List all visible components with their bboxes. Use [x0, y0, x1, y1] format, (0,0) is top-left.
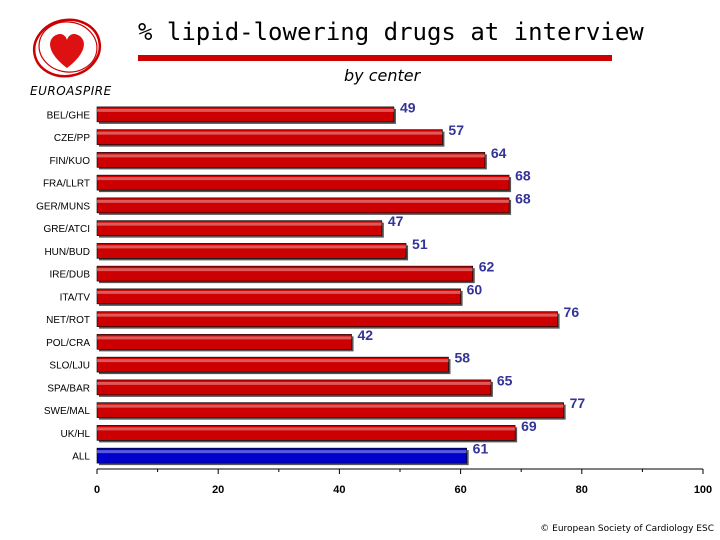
category-label: GER/MUNS — [36, 201, 90, 212]
x-tick-label: 40 — [333, 484, 345, 496]
category-label: ITA/TV — [60, 292, 91, 303]
category-label: FIN/KUO — [49, 156, 90, 167]
bar — [96, 197, 510, 214]
chart-subtitle: by center — [344, 66, 421, 85]
category-label: POL/CRA — [46, 338, 90, 349]
data-label: 57 — [448, 122, 464, 138]
x-tick-label: 60 — [454, 484, 466, 496]
data-label: 51 — [412, 236, 428, 252]
data-label: 58 — [454, 350, 470, 366]
bar-sheen — [97, 450, 467, 454]
data-label: 47 — [388, 213, 404, 229]
data-label: 65 — [497, 372, 513, 388]
bar-sheen — [97, 154, 485, 158]
bar — [96, 265, 474, 282]
bar-sheen — [97, 336, 352, 340]
bar — [96, 106, 395, 123]
bar-sheen — [97, 222, 382, 226]
data-label: 49 — [400, 99, 416, 115]
title-rule — [138, 55, 612, 61]
bar — [96, 220, 383, 236]
bar — [96, 402, 564, 418]
bar — [96, 379, 492, 396]
data-label: 64 — [491, 145, 507, 161]
chart-title: % lipid-lowering drugs at interview — [138, 18, 644, 46]
data-label: 61 — [473, 441, 489, 457]
bar-sheen — [97, 199, 510, 203]
bar-sheen — [97, 313, 558, 317]
x-tick-label: 0 — [94, 484, 100, 496]
bar-sheen — [97, 245, 407, 249]
category-label: BEL/GHE — [47, 110, 91, 121]
bar-sheen — [97, 290, 461, 294]
bar — [96, 174, 510, 191]
category-label: FRA/LLRT — [43, 179, 90, 190]
category-label: HUN/BUD — [44, 247, 90, 258]
data-label: 68 — [515, 190, 531, 206]
bar-sheen — [97, 404, 564, 408]
category-label: GRE/ATCI — [44, 224, 90, 235]
data-label: 77 — [570, 395, 586, 411]
category-label: SLO/LJU — [49, 361, 90, 372]
bar-sheen — [97, 108, 394, 112]
bar-sheen — [97, 177, 510, 181]
bar — [96, 243, 407, 259]
x-tick-label: 100 — [694, 484, 712, 496]
data-label: 69 — [521, 418, 537, 434]
bar-sheen — [97, 131, 443, 135]
data-label: 68 — [515, 168, 531, 184]
data-label: 60 — [467, 281, 483, 297]
bar — [96, 288, 461, 305]
x-tick-label: 20 — [212, 484, 224, 496]
category-label: IRE/DUB — [49, 270, 90, 281]
bar — [96, 152, 486, 168]
data-label: 62 — [479, 259, 495, 275]
bar-sheen — [97, 268, 473, 272]
heart-icon — [32, 18, 102, 78]
bar — [96, 356, 449, 373]
bar — [96, 425, 516, 441]
category-label: NET/ROT — [46, 315, 90, 326]
brand-name: EUROASPIRE — [30, 84, 112, 98]
bar-sheen — [97, 381, 491, 385]
category-label: SWE/MAL — [44, 406, 91, 417]
category-label: SPA/BAR — [47, 383, 90, 394]
bar-sheen — [97, 427, 516, 431]
bar-sheen — [97, 359, 449, 363]
category-label: CZE/PP — [54, 133, 90, 144]
x-tick-label: 80 — [576, 484, 588, 496]
category-label: ALL — [72, 452, 90, 463]
data-label: 76 — [564, 304, 580, 320]
bar — [96, 334, 352, 350]
bar — [96, 129, 443, 145]
data-label: 42 — [358, 327, 374, 343]
bar — [96, 311, 558, 327]
bar — [96, 447, 467, 464]
category-label: UK/HL — [61, 429, 91, 440]
copyright-notice: © European Society of Cardiology ESC — [540, 524, 714, 534]
